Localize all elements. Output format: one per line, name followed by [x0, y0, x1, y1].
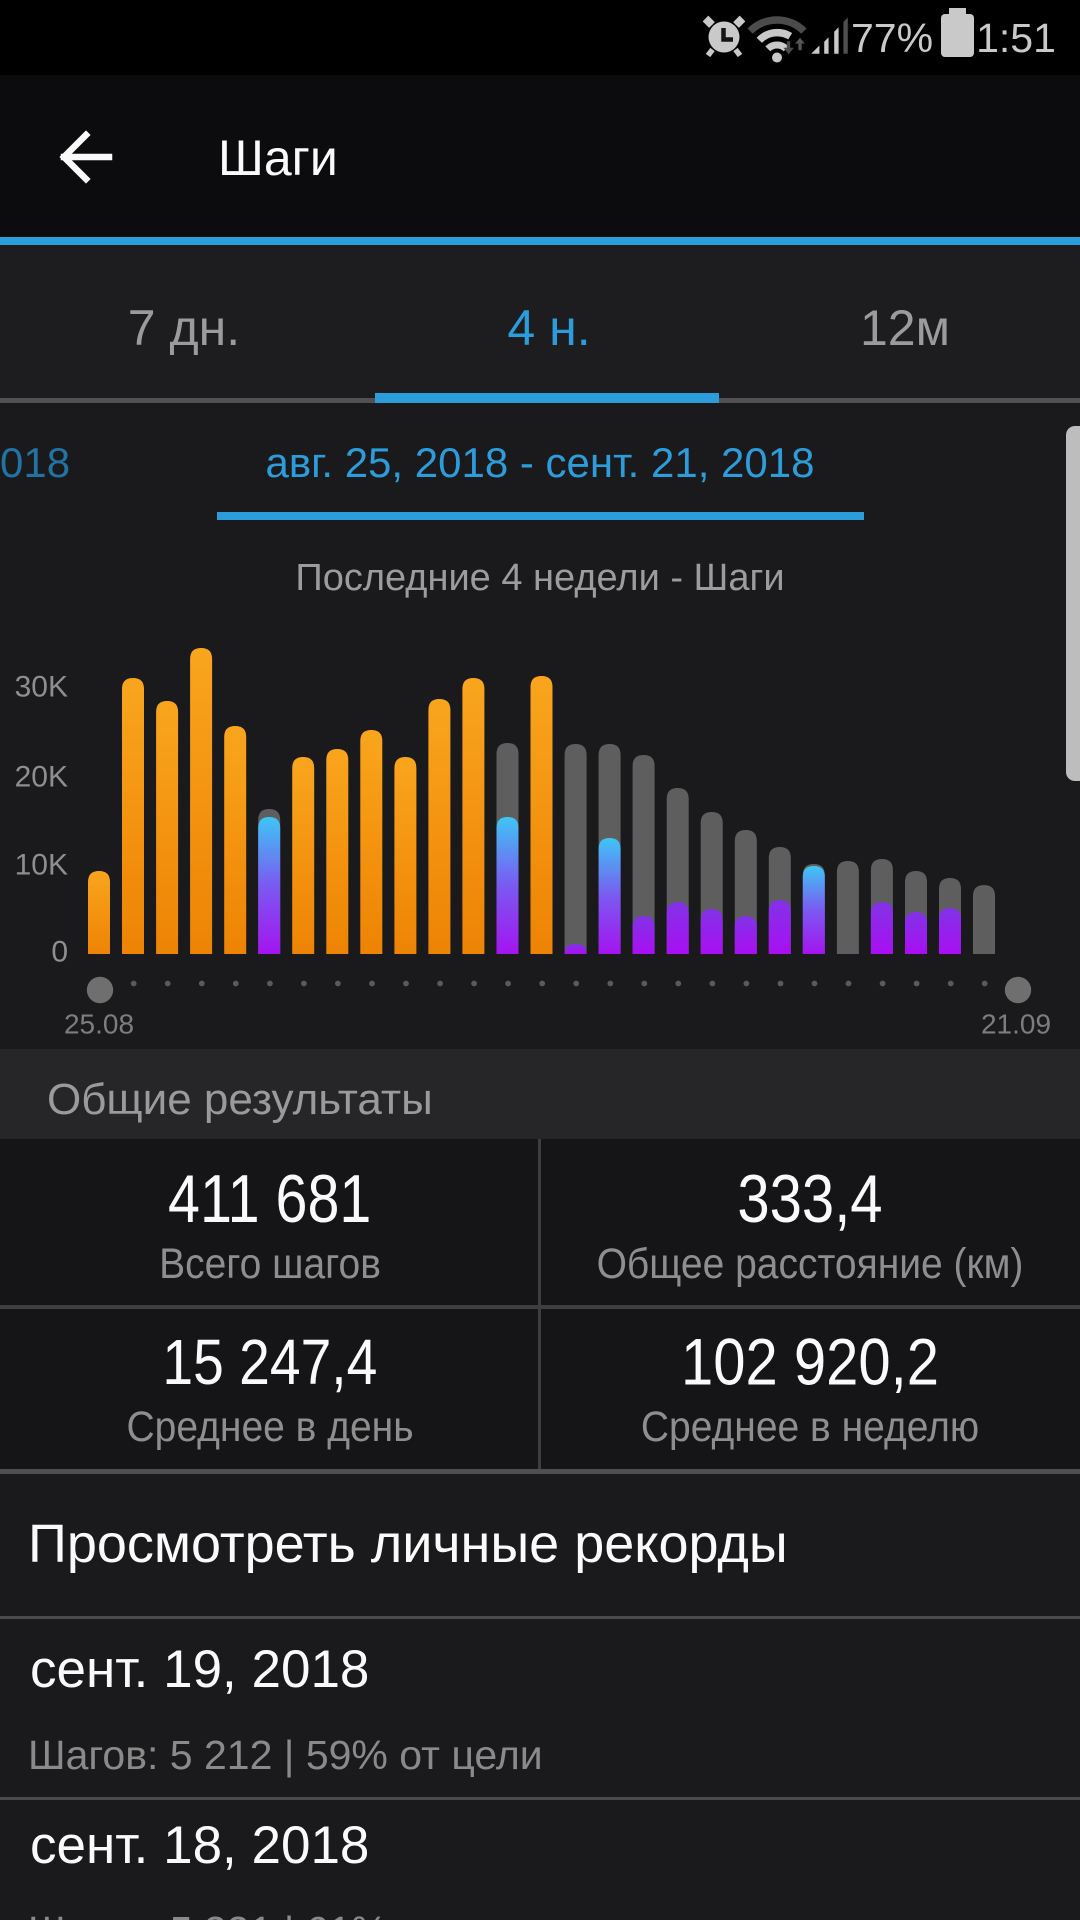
svg-text:25.08: 25.08 [64, 1009, 134, 1040]
svg-text:21.09: 21.09 [981, 1009, 1051, 1040]
svg-text:30K: 30K [15, 671, 68, 704]
svg-text:77%: 77% [851, 15, 933, 61]
svg-text:1:51: 1:51 [976, 15, 1056, 61]
svg-text:20K: 20K [15, 761, 68, 794]
svg-text:Последние 4 недели - Шаги: Последние 4 недели - Шаги [295, 557, 784, 599]
svg-text:10K: 10K [15, 849, 68, 882]
svg-text:0: 0 [51, 936, 68, 969]
